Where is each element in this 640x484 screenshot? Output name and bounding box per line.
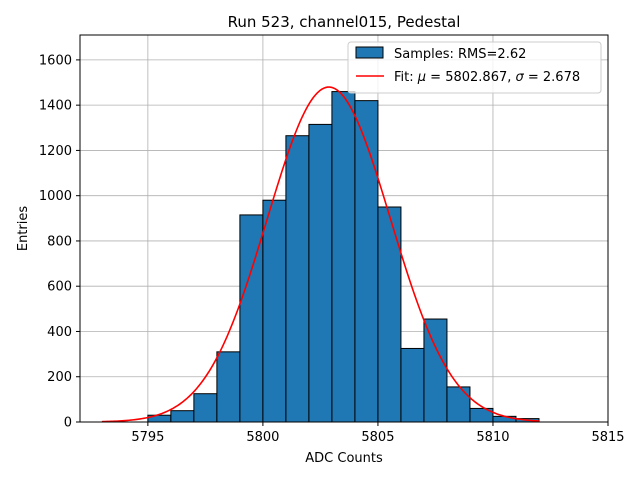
y-tick-label: 1600 (39, 53, 72, 68)
x-tick-label: 5805 (361, 430, 394, 445)
histogram-bar (492, 415, 517, 423)
y-tick-label: 1000 (39, 189, 72, 204)
legend-histogram-swatch (355, 46, 384, 59)
legend-box (347, 41, 602, 94)
histogram-bar (216, 351, 241, 423)
legend: Samples: RMS=2.62 Fit: μ = 5802.867, σ =… (347, 41, 602, 94)
y-tick-label: 1200 (39, 144, 72, 159)
histogram-bar (308, 123, 333, 423)
x-tick-label: 5815 (591, 430, 624, 445)
histogram-bar (193, 393, 218, 423)
histogram-bar (170, 410, 195, 423)
chart-title: Run 523, channel015, Pedestal (228, 13, 461, 31)
y-tick-label: 200 (47, 370, 72, 385)
y-tick-label: 800 (47, 234, 72, 249)
histogram-bar (331, 91, 356, 423)
histogram-bar (446, 386, 471, 423)
x-tick-label: 5795 (131, 430, 164, 445)
histogram-bar (354, 100, 379, 423)
y-axis-title: Entries (16, 206, 31, 252)
x-tick-label: 5810 (476, 430, 509, 445)
legend-fit-label: Fit: μ = 5802.867, σ = 2.678 (394, 70, 580, 85)
y-tick-label: 600 (47, 280, 72, 295)
y-tick-label: 400 (47, 325, 72, 340)
plot-frame (79, 34, 609, 423)
histogram-bar (262, 199, 287, 423)
histogram-bar (423, 318, 448, 423)
fit-curve (101, 86, 540, 423)
x-axis-title: ADC Counts (305, 451, 383, 466)
x-tick-label: 5800 (246, 430, 279, 445)
x-axis-ticks: 5795 5800 5805 5810 5815 (131, 422, 625, 445)
y-axis-ticks: 0 200 400 600 800 1000 1200 1400 1600 (39, 53, 80, 431)
histogram-bar (285, 135, 310, 423)
histogram-bars (147, 91, 540, 423)
y-tick-label: 1400 (39, 99, 72, 114)
histogram-bar (400, 347, 425, 423)
y-tick-label: 0 (64, 416, 72, 431)
legend-histogram-label: Samples: RMS=2.62 (394, 47, 526, 62)
fit-curve-group (101, 86, 540, 423)
